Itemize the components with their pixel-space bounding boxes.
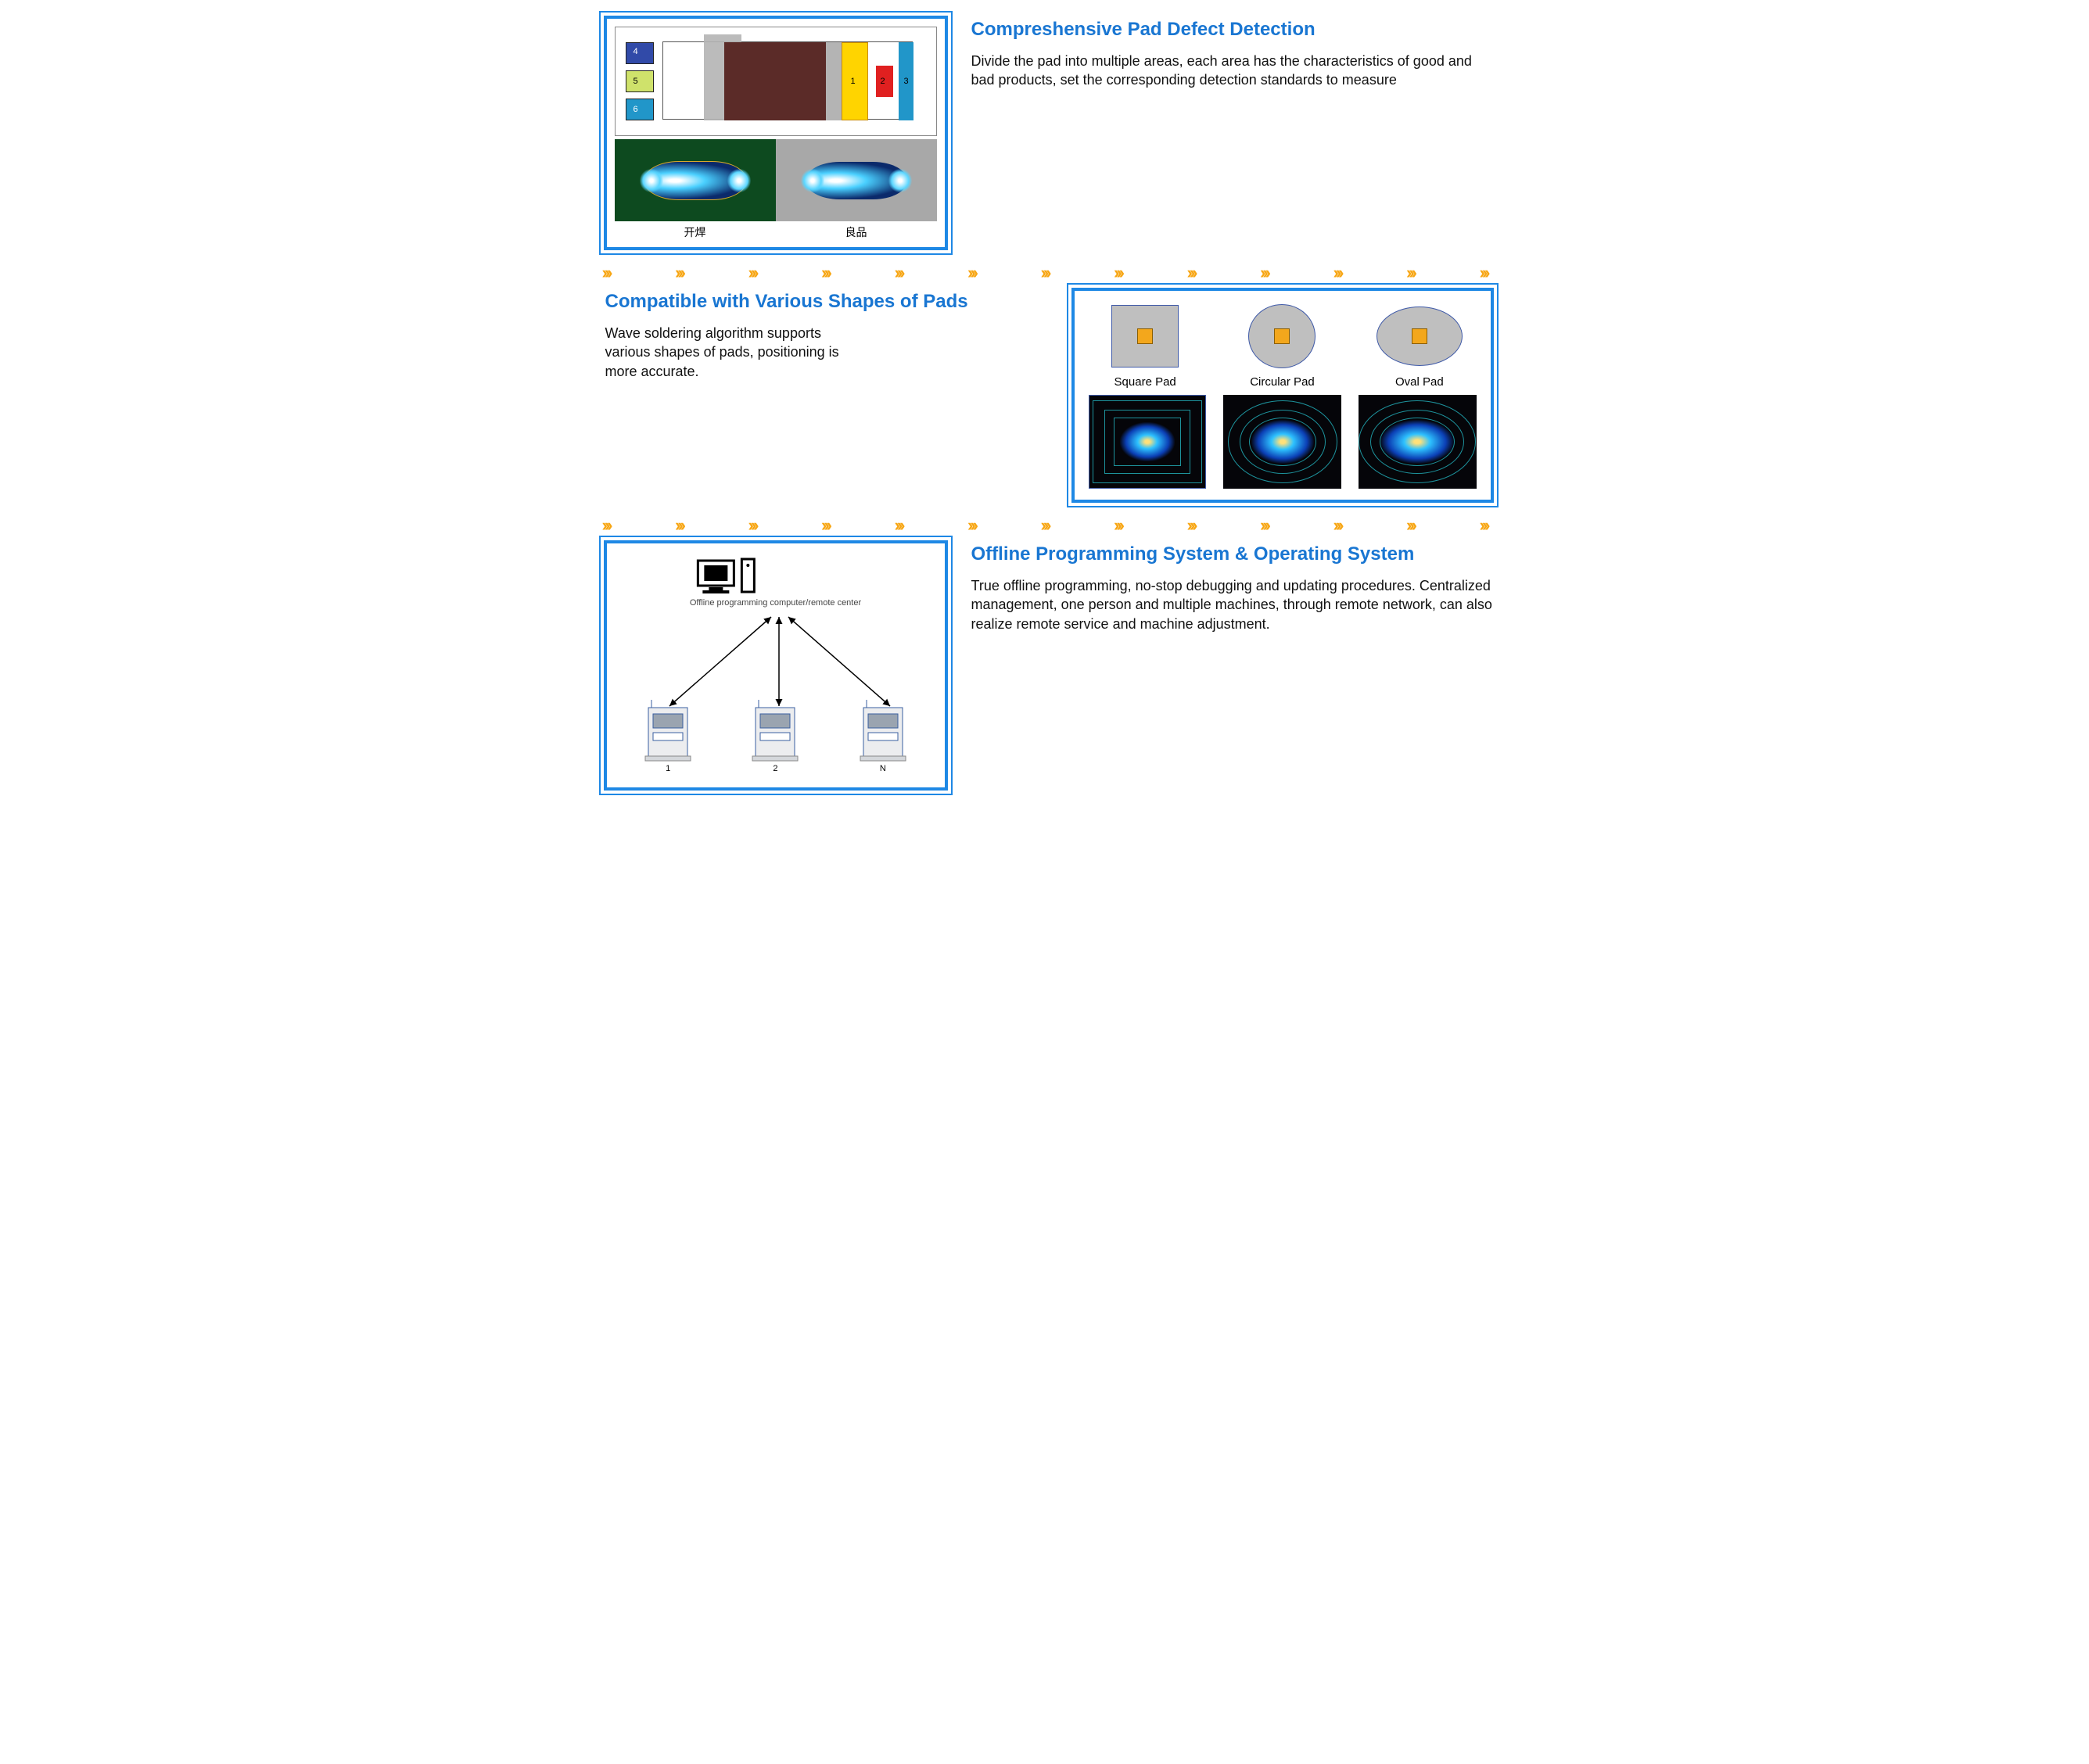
center-dot-icon xyxy=(1412,328,1427,344)
chevron-icon: ››› xyxy=(602,263,610,283)
scan-oval xyxy=(1359,395,1477,489)
section-body: Divide the pad into multiple areas, each… xyxy=(971,52,1499,90)
section-pad-defect: 1 2 3 4 5 6 开焊 良品 Compreshensive Pad Def… xyxy=(591,16,1499,250)
pad-label: Circular Pad xyxy=(1226,375,1339,389)
region-num: 1 xyxy=(851,77,856,86)
center-dot-icon xyxy=(1274,328,1290,344)
region-brown xyxy=(724,42,826,120)
chevron-icon: ››› xyxy=(748,515,756,536)
sample-row xyxy=(615,139,937,221)
sample-open-solder xyxy=(615,139,776,221)
section-title: Offline Programming System & Operating S… xyxy=(971,543,1499,565)
text-col: Compatible with Various Shapes of Pads W… xyxy=(591,288,1048,381)
chevron-icon: ››› xyxy=(821,263,829,283)
chevron-icon: ››› xyxy=(602,515,610,536)
oval-pad-icon xyxy=(1377,307,1463,366)
pad-circular: Circular Pad xyxy=(1226,302,1339,389)
machine-num: N xyxy=(856,764,910,773)
frame-pad-shapes: Square Pad Circular Pad Oval Pad xyxy=(1071,288,1494,503)
divider-chevrons: ››› ››› ››› ››› ››› ››› ››› ››› ››› ››› ››› ››› ››› xyxy=(591,511,1499,540)
text-col: Compreshensive Pad Defect Detection Divi… xyxy=(971,16,1499,90)
chevron-icon: ››› xyxy=(1333,515,1341,536)
machine: 1 xyxy=(641,697,695,773)
chevron-icon: ››› xyxy=(821,515,829,536)
chevron-icon: ››› xyxy=(1041,515,1049,536)
chevron-icon: ››› xyxy=(1187,263,1195,283)
chevron-icon: ››› xyxy=(967,515,975,536)
text-col: Offline Programming System & Operating S… xyxy=(971,540,1499,633)
pad-body: 1 2 3 4 5 6 xyxy=(662,41,913,120)
solder-blob-icon xyxy=(644,162,746,199)
chevron-icon: ››› xyxy=(895,515,903,536)
frame-pad-defect: 1 2 3 4 5 6 开焊 良品 xyxy=(604,16,948,250)
region-num: 3 xyxy=(904,77,909,86)
caption-left: 开焊 xyxy=(615,221,776,240)
machine-icon xyxy=(641,697,695,762)
pad-oval: Oval Pad xyxy=(1362,302,1476,389)
machine-num: 1 xyxy=(641,764,695,773)
region-num: 5 xyxy=(634,77,638,86)
chevron-icon: ››› xyxy=(1041,263,1049,283)
machine-num: 2 xyxy=(748,764,802,773)
machines-row: 1 2 N xyxy=(615,697,937,773)
section-offline: Offline programming computer/remote cent… xyxy=(591,540,1499,791)
network-diagram: Offline programming computer/remote cent… xyxy=(615,558,937,780)
scan-row xyxy=(1089,395,1477,489)
section-body: Wave soldering algorithm supports variou… xyxy=(605,324,863,381)
section-pad-shapes: Compatible with Various Shapes of Pads W… xyxy=(591,288,1499,503)
frame-offline: Offline programming computer/remote cent… xyxy=(604,540,948,791)
pad-label: Oval Pad xyxy=(1362,375,1476,389)
section-title: Compreshensive Pad Defect Detection xyxy=(971,19,1499,41)
square-pad-icon xyxy=(1111,305,1179,368)
chevron-icon: ››› xyxy=(748,263,756,283)
hub-computer: Offline programming computer/remote cent… xyxy=(690,558,861,608)
machine-icon xyxy=(748,697,802,762)
section-title: Compatible with Various Shapes of Pads xyxy=(605,291,1040,313)
chevron-icon: ››› xyxy=(1480,263,1488,283)
divider-chevrons: ››› ››› ››› ››› ››› ››› ››› ››› ››› ››› ››› ››› ››› xyxy=(591,258,1499,288)
caption-right: 良品 xyxy=(776,221,937,240)
chevron-icon: ››› xyxy=(895,263,903,283)
chevron-icon: ››› xyxy=(1406,263,1414,283)
chevron-icon: ››› xyxy=(1187,515,1195,536)
pad-square: Square Pad xyxy=(1089,302,1202,389)
chevron-icon: ››› xyxy=(1114,263,1122,283)
chevron-icon: ››› xyxy=(1260,515,1268,536)
scan-square xyxy=(1089,395,1207,489)
region-4-blue xyxy=(626,42,654,64)
chevron-icon: ››› xyxy=(1114,515,1122,536)
region-6-blue xyxy=(626,99,654,120)
chevron-icon: ››› xyxy=(1406,515,1414,536)
chevron-icon: ››› xyxy=(1480,515,1488,536)
sample-good xyxy=(776,139,937,221)
pad-label: Square Pad xyxy=(1089,375,1202,389)
region-num: 4 xyxy=(634,47,638,56)
scan-circular xyxy=(1223,395,1341,489)
region-num: 2 xyxy=(881,77,885,86)
circular-pad-icon xyxy=(1248,304,1315,368)
caption-row: 开焊 良品 xyxy=(615,221,937,240)
chevron-icon: ››› xyxy=(967,263,975,283)
chevron-icon: ››› xyxy=(1333,263,1341,283)
chevron-icon: ››› xyxy=(1260,263,1268,283)
chevron-icon: ››› xyxy=(675,515,683,536)
machine-icon xyxy=(856,697,910,762)
pad-region-diagram: 1 2 3 4 5 6 xyxy=(615,27,937,136)
solder-blob-icon xyxy=(806,162,907,199)
region-num: 6 xyxy=(634,105,638,114)
hub-label: Offline programming computer/remote cent… xyxy=(690,598,861,608)
pad-shapes-row: Square Pad Circular Pad Oval Pad xyxy=(1089,302,1477,389)
region-5-green xyxy=(626,70,654,92)
machine: 2 xyxy=(748,697,802,773)
region-gray-right xyxy=(826,42,842,120)
computer-icon xyxy=(690,558,768,598)
machine: N xyxy=(856,697,910,773)
chevron-icon: ››› xyxy=(675,263,683,283)
center-dot-icon xyxy=(1137,328,1153,344)
section-body: True offline programming, no-stop debugg… xyxy=(971,576,1499,633)
